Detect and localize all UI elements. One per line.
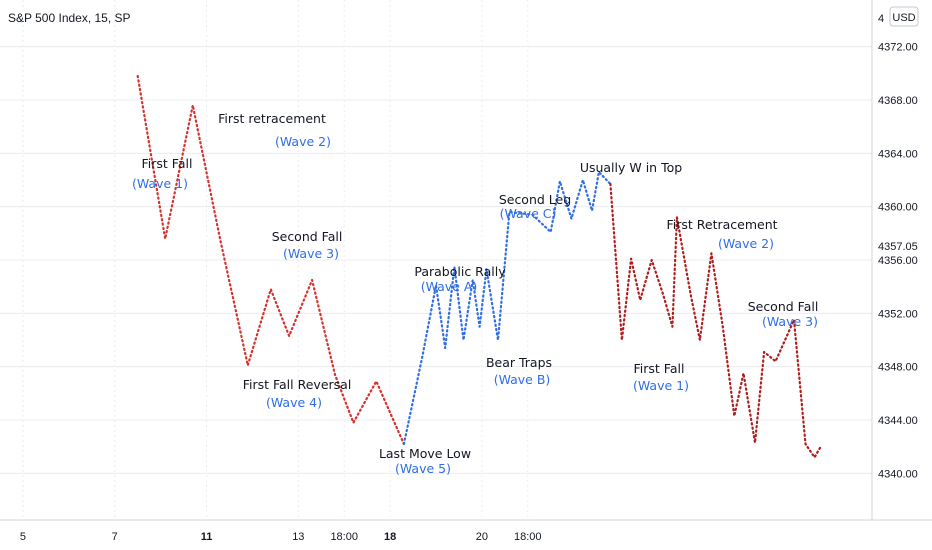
annotation-label: First Fall Reversal [243, 377, 352, 392]
x-tick-label: 7 [112, 531, 118, 543]
annotation-label: (Wave 4) [266, 395, 322, 410]
annotation-label: First retracement [218, 111, 326, 126]
series-line-blue [402, 170, 612, 446]
annotation-label: (Wave C) [500, 206, 557, 221]
y-tick-label: 4340.00 [878, 468, 918, 480]
y-tick-label: 4348.00 [878, 362, 918, 374]
annotation-label: Bear Traps [486, 355, 552, 370]
annotation-label: (Wave A) [421, 279, 478, 294]
annotation-label: (Wave 2) [275, 134, 331, 149]
annotation-label: Parabolic Rally [414, 264, 506, 279]
x-tick-label: 20 [476, 531, 488, 543]
annotation-label: First Fall [142, 156, 193, 171]
currency-button[interactable]: USD [889, 6, 919, 27]
time-axis: 5 7 11 13 18:00 18 20 18:00 [20, 531, 542, 543]
price-axis-top-label: 4 [878, 13, 884, 25]
annotation-label: First Retracement [666, 217, 777, 232]
x-tick-label: 18:00 [514, 531, 542, 543]
annotation-label: Second Fall [272, 229, 343, 244]
annotation-label: (Wave 5) [395, 461, 451, 476]
annotation-label: Second Fall [748, 299, 819, 314]
x-tick-label: 5 [20, 531, 26, 543]
wave-series [136, 74, 823, 459]
x-tick-label: 11 [201, 531, 213, 543]
grid-lines [0, 0, 872, 520]
annotations: First Fall (Wave 1) First retracement (Wave… [132, 111, 818, 476]
y-tick-label: 4352.00 [878, 308, 918, 320]
annotation-label: (Wave 1) [633, 378, 689, 393]
annotation-label: (Wave 1) [132, 176, 188, 191]
y-tick-label: 4356.00 [878, 255, 918, 267]
y-tick-label: 4360.00 [878, 202, 918, 214]
y-tick-label: 4368.00 [878, 95, 918, 107]
currency-button-label: USD [892, 12, 915, 24]
y-tick-label: 4372.00 [878, 42, 918, 54]
y-tick-label-extra: 4357.05 [878, 241, 918, 253]
x-tick-label: 13 [292, 531, 304, 543]
price-axis: 4372.00 4368.00 4364.00 4360.00 4356.00 4352.… [878, 42, 918, 481]
annotation-label: Last Move Low [379, 446, 471, 461]
chart-title: S&P 500 Index, 15, SP [8, 11, 131, 25]
x-tick-label: 18:00 [330, 531, 358, 543]
y-tick-label: 4364.00 [878, 148, 918, 160]
x-tick-label: 18 [384, 531, 396, 543]
annotation-label: (Wave B) [494, 372, 551, 387]
annotation-label: Second Leg [499, 192, 571, 207]
y-tick-label: 4344.00 [878, 415, 918, 427]
annotation-label: First Fall [634, 361, 685, 376]
annotation-label: (Wave 3) [762, 314, 818, 329]
series-line-red [136, 74, 405, 446]
annotation-label: (Wave 2) [718, 236, 774, 251]
series-line-darkred [609, 182, 823, 459]
annotation-label: Usually W in Top [580, 160, 682, 175]
annotation-label: (Wave 3) [283, 246, 339, 261]
